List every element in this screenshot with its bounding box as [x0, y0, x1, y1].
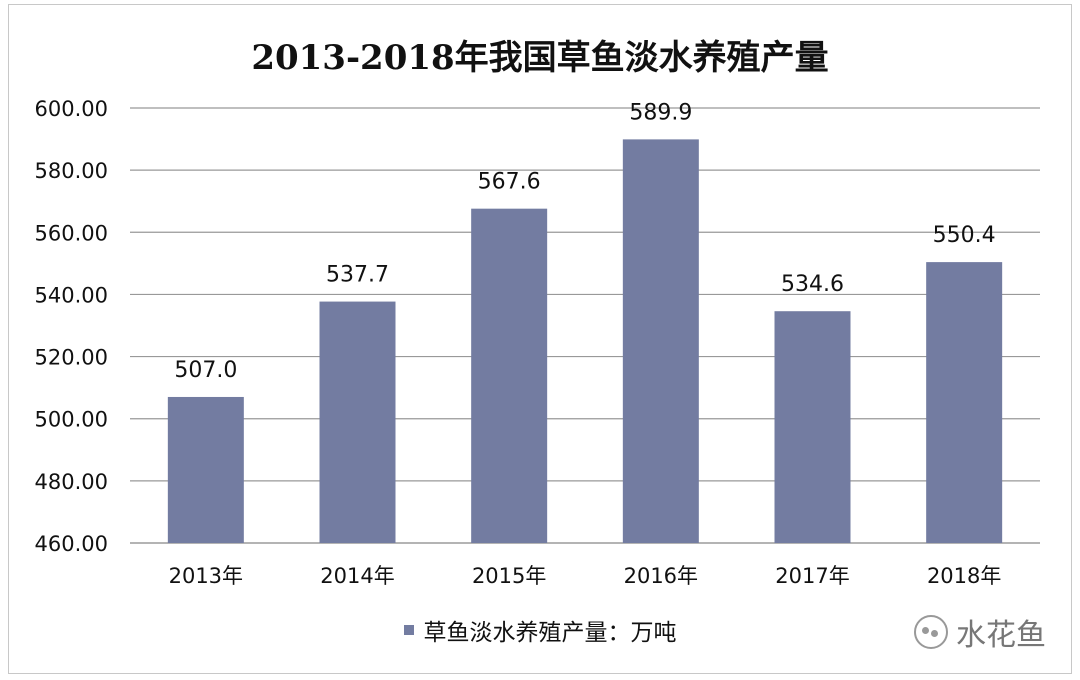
bar [774, 311, 851, 543]
y-tick-label: 540.00 [35, 283, 108, 307]
x-tick-label: 2018年 [927, 564, 1001, 588]
y-tick-label: 460.00 [35, 532, 108, 556]
bar [622, 139, 699, 543]
bar [167, 396, 244, 543]
y-tick-label: 580.00 [35, 159, 108, 183]
legend-swatch [403, 625, 414, 635]
data-label: 537.7 [326, 263, 389, 288]
x-tick-label: 2017年 [775, 564, 849, 588]
x-tick-label: 2014年 [320, 564, 394, 588]
data-label: 507.0 [174, 358, 237, 383]
y-tick-label: 600.00 [35, 97, 108, 121]
watermark-text: 水花鱼 [956, 618, 1046, 653]
data-label: 534.6 [781, 272, 844, 297]
bar [926, 262, 1003, 543]
x-tick-label: 2015年 [472, 564, 546, 588]
data-label: 589.9 [629, 100, 692, 125]
y-tick-label: 500.00 [35, 408, 108, 432]
data-label: 550.4 [933, 223, 996, 248]
x-tick-label: 2016年 [624, 564, 698, 588]
data-label: 567.6 [478, 170, 541, 195]
legend-label: 草鱼淡水养殖产量：万吨 [423, 620, 677, 646]
watermark: 水花鱼 [914, 612, 1046, 653]
wechat-icon [914, 615, 948, 649]
legend: 草鱼淡水养殖产量：万吨 [0, 612, 1080, 648]
chart-title: 2013-2018年我国草鱼淡水养殖产量 [251, 38, 829, 78]
y-tick-label: 480.00 [35, 470, 108, 494]
y-tick-label: 520.00 [35, 346, 108, 370]
y-tick-label: 560.00 [35, 221, 108, 245]
bar [471, 208, 548, 543]
bar [319, 301, 396, 543]
x-tick-label: 2013年 [169, 564, 243, 588]
